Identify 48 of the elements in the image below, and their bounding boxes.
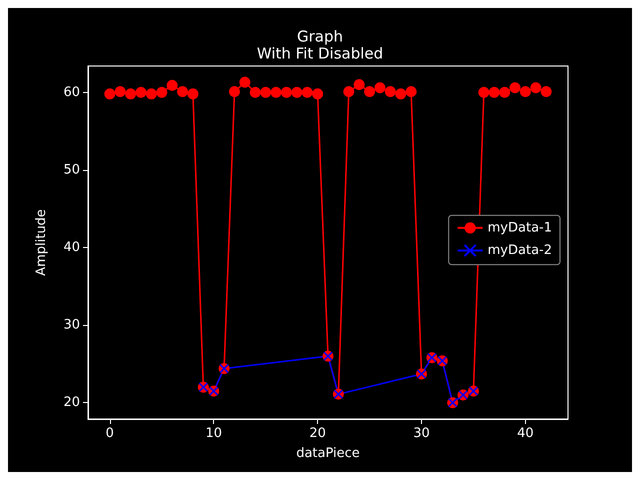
point — [280, 86, 292, 98]
point — [177, 86, 188, 98]
point — [478, 86, 490, 98]
point — [520, 86, 531, 98]
point — [250, 86, 261, 98]
y-tick-label: 50 — [63, 162, 80, 178]
point — [395, 88, 406, 100]
point — [530, 82, 542, 94]
chart-subtitle: With Fit Disabled — [256, 44, 384, 62]
x-tick-label: 20 — [309, 426, 326, 441]
point — [302, 86, 313, 98]
y-tick-label: 60 — [63, 84, 80, 100]
point — [384, 86, 396, 98]
point — [239, 76, 250, 88]
legend-label: myData-1 — [488, 220, 552, 236]
point — [364, 86, 376, 98]
point — [146, 88, 157, 100]
x-tick-label: 40 — [517, 426, 534, 441]
y-tick-label: 30 — [63, 318, 80, 333]
x-tick-label: 0 — [106, 426, 114, 441]
point — [187, 88, 198, 100]
point — [488, 86, 500, 98]
x-axis-title: dataPiece — [296, 446, 360, 461]
point — [499, 86, 510, 98]
y-tick-label: 40 — [63, 240, 80, 256]
point — [136, 86, 146, 98]
point — [104, 88, 116, 100]
point — [510, 82, 521, 94]
point — [260, 86, 272, 98]
chart-title: Graph — [296, 28, 344, 46]
point — [229, 86, 240, 98]
point — [343, 86, 354, 98]
y-tick-label: 20 — [63, 395, 80, 410]
point — [540, 86, 552, 98]
point — [270, 86, 282, 98]
point — [354, 79, 365, 90]
x-tick-label: 30 — [413, 426, 430, 441]
point — [291, 86, 302, 98]
point — [374, 82, 386, 94]
y-axis-title: Amplitude — [34, 209, 49, 276]
point — [166, 80, 178, 91]
point — [312, 88, 324, 100]
point — [156, 86, 168, 98]
legend-label: myData-2 — [488, 243, 552, 258]
x-tick-label: 10 — [205, 426, 222, 441]
point — [125, 88, 136, 100]
point — [114, 86, 126, 98]
point — [406, 86, 417, 98]
